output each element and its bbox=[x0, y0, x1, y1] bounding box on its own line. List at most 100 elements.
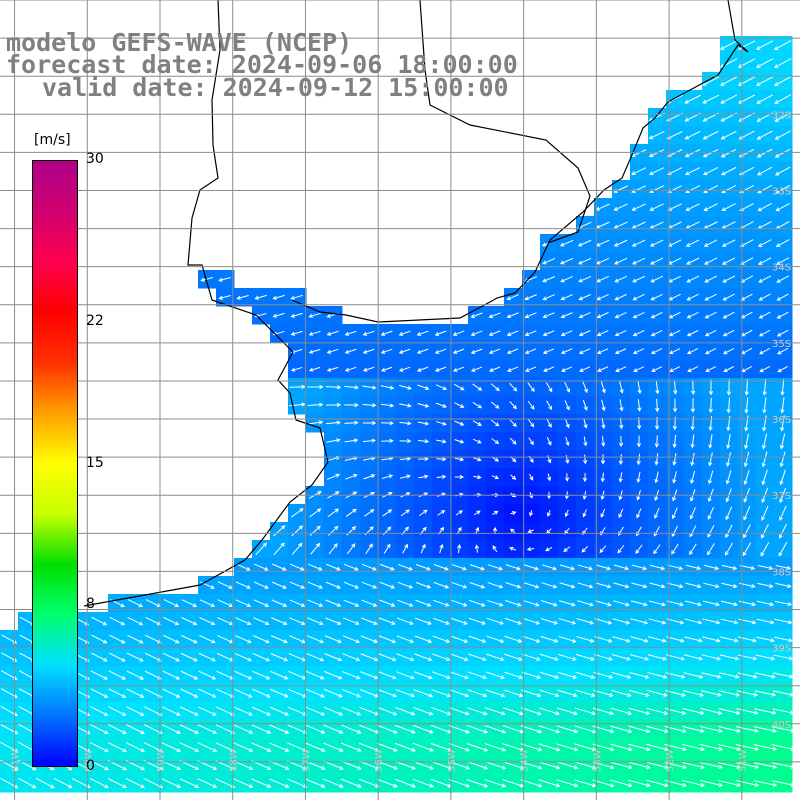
wind-arrow bbox=[685, 582, 702, 589]
wind-arrow bbox=[650, 275, 664, 283]
wind-arrow bbox=[488, 330, 501, 337]
wind-arrow bbox=[631, 239, 646, 247]
wind-arrow bbox=[699, 743, 724, 752]
wind-arrow bbox=[718, 690, 741, 697]
wind-arrow bbox=[718, 708, 741, 715]
wind-arrow bbox=[772, 708, 795, 715]
wind-arrow bbox=[707, 543, 715, 556]
wind-arrow bbox=[669, 366, 681, 373]
wind-arrow bbox=[721, 582, 738, 589]
wind-arrow bbox=[647, 672, 668, 679]
wind-arrow bbox=[344, 420, 359, 425]
wind-arrow bbox=[700, 708, 723, 715]
wind-arrow bbox=[755, 672, 776, 679]
wind-arrow bbox=[538, 725, 561, 734]
wind-arrow bbox=[470, 366, 483, 372]
wind-arrow bbox=[291, 542, 303, 555]
wind-arrow bbox=[538, 779, 561, 788]
wind-arrow bbox=[560, 312, 573, 319]
wind-arrow bbox=[487, 564, 503, 571]
wind-arrow bbox=[649, 239, 664, 247]
wind-arrow bbox=[726, 397, 731, 414]
wind-arrow bbox=[547, 473, 552, 482]
wind-arrow bbox=[413, 707, 434, 716]
wind-arrow bbox=[487, 582, 504, 589]
wind-arrow bbox=[127, 634, 144, 644]
wind-arrow bbox=[287, 706, 308, 716]
wind-arrow bbox=[724, 542, 733, 556]
wind-arrow bbox=[720, 94, 738, 104]
wind-arrow bbox=[757, 582, 774, 589]
wind-arrow bbox=[540, 635, 559, 643]
wind-arrow bbox=[415, 599, 432, 607]
wind-arrow bbox=[306, 653, 325, 662]
wind-arrow bbox=[504, 653, 523, 661]
wind-arrow bbox=[740, 275, 754, 283]
wind-arrow bbox=[417, 384, 430, 391]
wind-arrow bbox=[542, 330, 555, 337]
wind-arrow bbox=[700, 690, 722, 697]
wind-arrow bbox=[628, 725, 651, 734]
wind-arrow bbox=[771, 744, 796, 751]
wind-arrow bbox=[378, 635, 397, 644]
wind-arrow bbox=[271, 599, 288, 607]
wind-arrow bbox=[503, 689, 524, 698]
wind-arrow bbox=[467, 707, 488, 716]
wind-arrow bbox=[416, 366, 429, 372]
wind-arrow bbox=[492, 510, 499, 515]
wind-arrow bbox=[556, 761, 579, 770]
wind-arrow bbox=[663, 761, 687, 770]
model-title: modelo GEFS-WAVE (NCEP) bbox=[6, 28, 353, 57]
wind-arrow bbox=[381, 421, 394, 426]
wind-arrow bbox=[614, 257, 628, 265]
wind-arrow bbox=[636, 508, 642, 519]
wind-arrow bbox=[448, 725, 470, 734]
wind-arrow bbox=[472, 420, 482, 426]
wind-arrow bbox=[235, 599, 252, 608]
wind-arrow bbox=[575, 653, 595, 661]
wind-arrow bbox=[398, 348, 411, 354]
wind-arrow bbox=[108, 706, 127, 716]
wind-arrow bbox=[345, 508, 357, 517]
wind-arrow bbox=[582, 509, 587, 518]
wind-arrow bbox=[473, 510, 481, 516]
wind-arrow bbox=[771, 780, 796, 787]
wind-arrow bbox=[672, 434, 677, 449]
wind-arrow bbox=[756, 618, 775, 625]
wind-arrow bbox=[379, 599, 396, 607]
wind-arrow bbox=[558, 618, 577, 625]
wind-arrow bbox=[376, 742, 398, 752]
wind-arrow bbox=[690, 398, 696, 413]
wind-arrow bbox=[577, 600, 594, 607]
wind-arrow bbox=[667, 582, 684, 589]
wind-arrow bbox=[539, 671, 560, 680]
wind-arrow bbox=[722, 275, 736, 283]
wind-arrow bbox=[492, 545, 498, 553]
wind-arrow bbox=[703, 564, 720, 571]
wind-arrow bbox=[556, 779, 579, 788]
wind-arrow bbox=[455, 510, 463, 516]
wind-arrow bbox=[600, 508, 606, 518]
wind-arrow bbox=[199, 581, 215, 589]
wind-arrow bbox=[126, 670, 145, 680]
wind-arrow bbox=[325, 402, 342, 408]
wind-arrow bbox=[251, 742, 272, 752]
wind-arrow bbox=[327, 508, 340, 518]
wind-arrow bbox=[617, 544, 625, 554]
wind-arrow bbox=[736, 708, 759, 715]
wind-arrow bbox=[505, 582, 522, 589]
wind-arrow bbox=[290, 330, 303, 336]
wind-arrow bbox=[702, 636, 721, 643]
wind-arrow bbox=[707, 506, 715, 520]
wind-arrow bbox=[744, 433, 749, 450]
wind-arrow bbox=[705, 347, 717, 355]
wind-arrow bbox=[632, 257, 646, 265]
wind-arrow bbox=[412, 760, 435, 770]
wind-arrow bbox=[757, 203, 772, 212]
wind-arrow bbox=[720, 76, 738, 86]
wind-arrow bbox=[236, 563, 251, 571]
wind-arrow bbox=[324, 653, 343, 662]
wind-arrow bbox=[611, 654, 631, 661]
wind-arrow bbox=[341, 778, 362, 788]
wind-arrow bbox=[577, 239, 592, 247]
